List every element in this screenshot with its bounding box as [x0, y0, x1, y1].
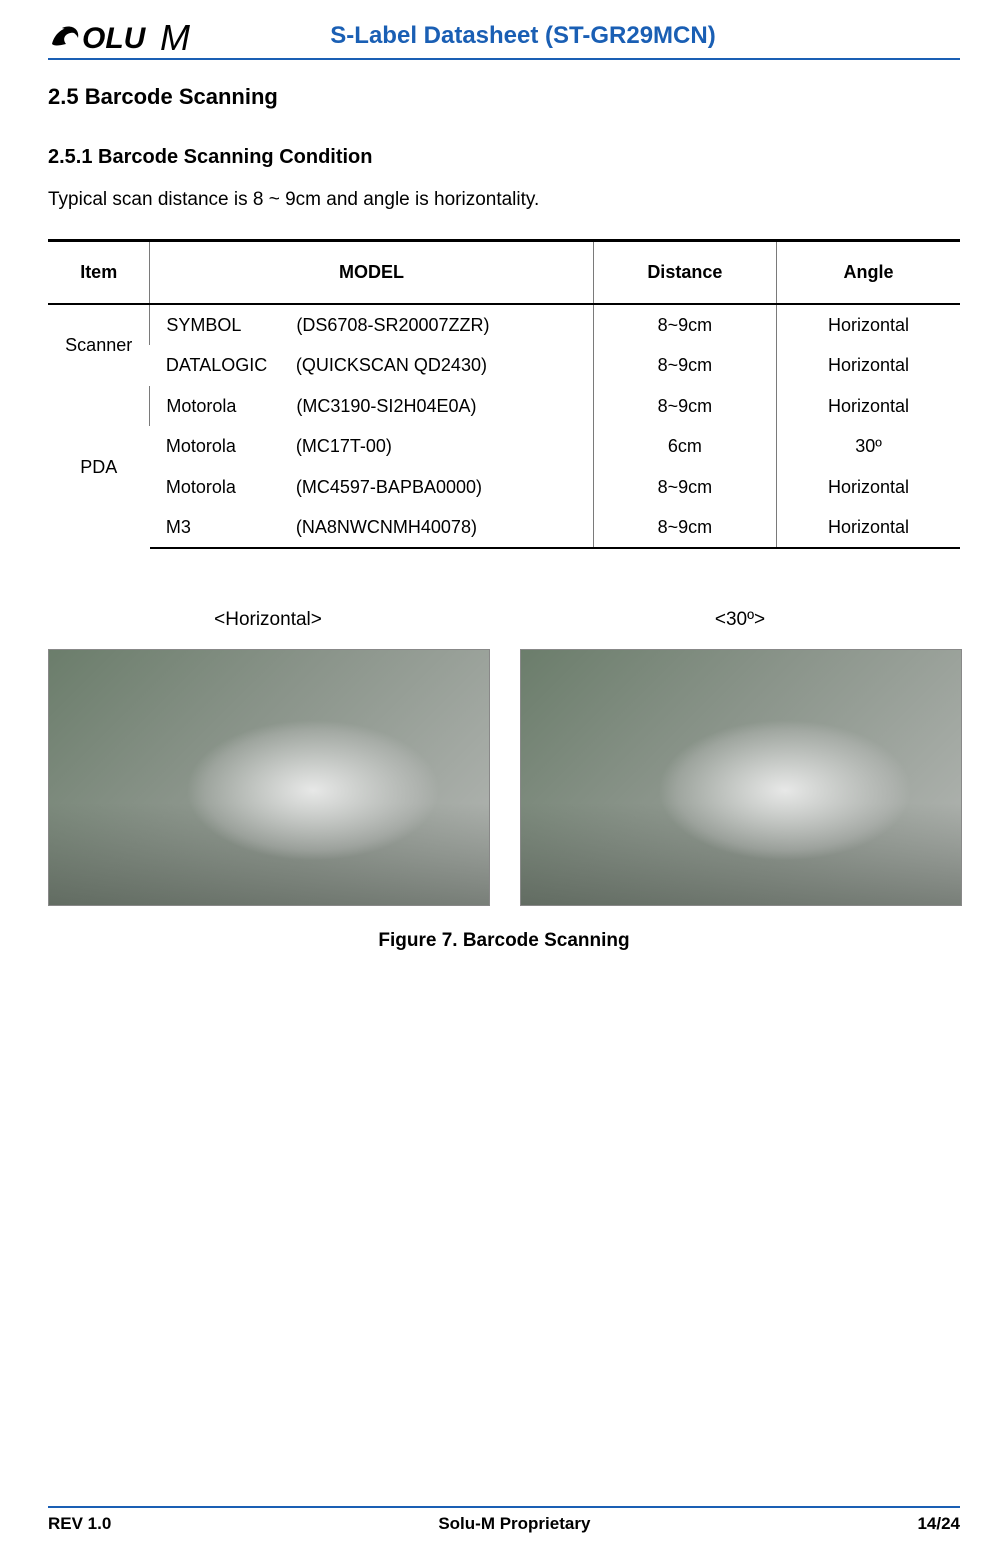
cell-model: Motorola (MC4597-BAPBA0000) [150, 467, 593, 507]
cell-angle: Horizontal [777, 467, 960, 507]
cell-distance: 8~9cm [593, 304, 776, 345]
page-footer: REV 1.0 Solu-M Proprietary 14/24 [48, 1506, 960, 1534]
logo-icon: OLU M [48, 16, 216, 56]
page: OLU M S-Label Datasheet (ST-GR29MCN) 2.5… [0, 0, 1008, 1558]
col-header-model: MODEL [150, 241, 593, 305]
section-heading-2-5: 2.5 Barcode Scanning [48, 84, 960, 110]
model-no: (MC17T-00) [296, 436, 392, 456]
scanning-conditions-table: Item MODEL Distance Angle Scanner SYMBOL… [48, 239, 960, 549]
figure-label-30deg: <30º> [520, 609, 960, 631]
cell-distance: 8~9cm [593, 507, 776, 548]
table-row: Motorola (MC4597-BAPBA0000) 8~9cm Horizo… [48, 467, 960, 507]
footer-rev: REV 1.0 [48, 1514, 111, 1534]
doc-title: S-Label Datasheet (ST-GR29MCN) [236, 22, 960, 50]
cell-distance: 6cm [593, 426, 776, 466]
col-header-angle: Angle [777, 241, 960, 305]
logo: OLU M [48, 16, 216, 56]
figure-image-30deg [520, 649, 962, 906]
svg-text:OLU: OLU [82, 22, 147, 55]
table-row: M3 (NA8NWCNMH40078) 8~9cm Horizontal [48, 507, 960, 548]
model-no: (NA8NWCNMH40078) [296, 517, 477, 537]
cell-model: Motorola (MC3190-SI2H04E0A) [150, 386, 593, 426]
table-row: DATALOGIC (QUICKSCAN QD2430) 8~9cm Horiz… [48, 345, 960, 385]
brand: M3 [166, 511, 291, 543]
cell-model: DATALOGIC (QUICKSCAN QD2430) [150, 345, 593, 385]
cell-item: Scanner [48, 304, 150, 386]
table-row: Motorola (MC17T-00) 6cm 30º [48, 426, 960, 466]
col-header-distance: Distance [593, 241, 776, 305]
model-no: (QUICKSCAN QD2430) [296, 355, 487, 375]
figure-caption: Figure 7. Barcode Scanning [48, 930, 960, 952]
col-header-item: Item [48, 241, 150, 305]
table-row: PDA Motorola (MC3190-SI2H04E0A) 8~9cm Ho… [48, 386, 960, 426]
figure-image-horizontal [48, 649, 490, 906]
cell-distance: 8~9cm [593, 386, 776, 426]
brand: Motorola [166, 390, 291, 422]
footer-center: Solu-M Proprietary [438, 1514, 590, 1534]
table-body: Scanner SYMBOL (DS6708-SR20007ZZR) 8~9cm… [48, 304, 960, 548]
table-head: Item MODEL Distance Angle [48, 241, 960, 305]
section-heading-2-5-1: 2.5.1 Barcode Scanning Condition [48, 146, 960, 169]
cell-distance: 8~9cm [593, 467, 776, 507]
figure-30deg: <30º> [520, 609, 960, 906]
table-header-row: Item MODEL Distance Angle [48, 241, 960, 305]
footer-page-no: 14/24 [917, 1514, 960, 1534]
model-no: (MC4597-BAPBA0000) [296, 477, 482, 497]
brand: Motorola [166, 430, 291, 462]
cell-angle: Horizontal [777, 345, 960, 385]
cell-angle: Horizontal [777, 386, 960, 426]
intro-text: Typical scan distance is 8 ~ 9cm and ang… [48, 189, 960, 211]
cell-angle: Horizontal [777, 507, 960, 548]
cell-item: PDA [48, 386, 150, 549]
brand: Motorola [166, 471, 291, 503]
cell-distance: 8~9cm [593, 345, 776, 385]
brand: DATALOGIC [166, 349, 291, 381]
cell-model: SYMBOL (DS6708-SR20007ZZR) [150, 304, 593, 345]
table-row: Scanner SYMBOL (DS6708-SR20007ZZR) 8~9cm… [48, 304, 960, 345]
model-no: (DS6708-SR20007ZZR) [296, 315, 489, 335]
figures-row: <Horizontal> <30º> [48, 609, 960, 906]
figure-horizontal: <Horizontal> [48, 609, 488, 906]
brand: SYMBOL [166, 309, 291, 341]
cell-model: Motorola (MC17T-00) [150, 426, 593, 466]
page-header: OLU M S-Label Datasheet (ST-GR29MCN) [48, 16, 960, 60]
cell-angle: Horizontal [777, 304, 960, 345]
cell-angle: 30º [777, 426, 960, 466]
model-no: (MC3190-SI2H04E0A) [296, 396, 476, 416]
cell-model: M3 (NA8NWCNMH40078) [150, 507, 593, 548]
svg-text:M: M [160, 17, 190, 56]
figure-label-horizontal: <Horizontal> [48, 609, 488, 631]
